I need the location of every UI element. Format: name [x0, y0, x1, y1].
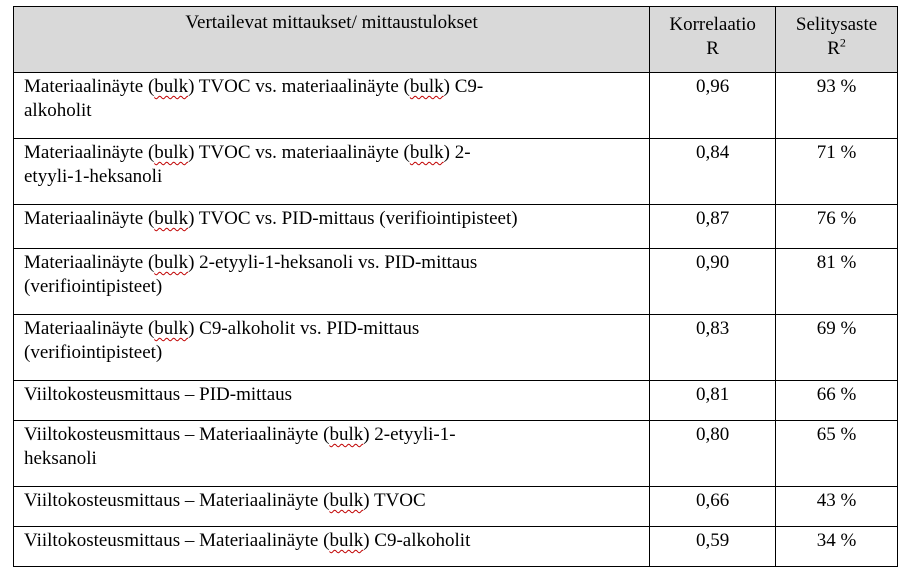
measurement-cell: Materiaalinäyte (bulk) TVOC vs. PID-mitt… [12, 204, 651, 249]
measurement-text: (verifiointipisteet) [24, 276, 163, 297]
table-row: Viiltokosteusmittaus – Materiaalinäyte (… [12, 526, 898, 567]
r-squared-value: 69 % [775, 314, 898, 381]
measurement-text: Materiaalinäyte ( [24, 76, 155, 97]
misspelled-word: bulk [154, 252, 189, 273]
measurement-text: ) 2-etyyli-1- [363, 424, 456, 445]
header-row: Vertailevat mittaukset/ mittaustulokset … [12, 6, 898, 73]
misspelled-word: bulk [154, 76, 189, 97]
r-squared-value: 93 % [775, 72, 898, 139]
correlation-value: 0,59 [649, 526, 777, 567]
misspelled-word: bulk [329, 424, 364, 445]
misspelled-word: bulk [154, 208, 189, 229]
misspelled-word: bulk [154, 142, 189, 163]
measurement-text: Materiaalinäyte ( [24, 208, 155, 229]
correlation-value: 0,83 [649, 314, 777, 381]
header-r-squared-symbol: R2 [776, 37, 897, 61]
misspelled-word: bulk [329, 490, 364, 511]
correlation-value: 0,84 [649, 138, 777, 205]
measurement-text: Viiltokosteusmittaus – Materiaalinäyte ( [24, 530, 330, 551]
measurement-cell: Materiaalinäyte (bulk) C9-alkoholit vs. … [12, 314, 651, 381]
table-row: Materiaalinäyte (bulk) 2-etyyli-1-heksan… [12, 248, 898, 315]
measurement-text: ) C9-alkoholit vs. PID-mittaus [188, 318, 420, 339]
misspelled-word: bulk [409, 76, 444, 97]
measurement-text: ) TVOC vs. PID-mittaus (verifiointipiste… [188, 208, 518, 229]
misspelled-word: bulk [409, 142, 444, 163]
table-row: Viiltokosteusmittaus – Materiaalinäyte (… [12, 486, 898, 527]
r-squared-value: 66 % [775, 380, 898, 421]
header-measurement: Vertailevat mittaukset/ mittaustulokset [12, 6, 651, 73]
measurement-text: Materiaalinäyte ( [24, 318, 155, 339]
measurement-text: ) TVOC vs. materiaalinäyte ( [188, 142, 410, 163]
table-row: Materiaalinäyte (bulk) C9-alkoholit vs. … [12, 314, 898, 381]
header-measurement-label: Vertailevat mittaukset/ mittaustulokset [185, 12, 478, 33]
header-r-squared: Selitysaste R2 [775, 6, 898, 73]
measurement-text: ) TVOC vs. materiaalinäyte ( [188, 76, 410, 97]
measurement-cell: Viiltokosteusmittaus – Materiaalinäyte (… [12, 486, 651, 527]
measurement-text: Materiaalinäyte ( [24, 252, 155, 273]
r-symbol: R [827, 38, 840, 59]
header-correlation: Korrelaatio R [649, 6, 777, 73]
correlation-value: 0,96 [649, 72, 777, 139]
measurement-text: Viiltokosteusmittaus – PID-mittaus [24, 384, 293, 405]
correlation-value: 0,81 [649, 380, 777, 421]
measurement-text: ) C9- [443, 76, 484, 97]
measurement-cell: Materiaalinäyte (bulk) TVOC vs. materiaa… [12, 72, 651, 139]
measurement-cell: Viiltokosteusmittaus – Materiaalinäyte (… [12, 420, 651, 487]
table-row: Materiaalinäyte (bulk) TVOC vs. PID-mitt… [12, 204, 898, 249]
misspelled-word: bulk [329, 530, 364, 551]
r-squared-value: 81 % [775, 248, 898, 315]
measurement-text: etyyli-1-heksanoli [24, 166, 163, 187]
measurement-cell: Materiaalinäyte (bulk) TVOC vs. materiaa… [12, 138, 651, 205]
r-squared-value: 43 % [775, 486, 898, 527]
header-correlation-label: Korrelaatio [669, 14, 756, 35]
r-squared-value: 71 % [775, 138, 898, 205]
misspelled-word: bulk [154, 318, 189, 339]
correlation-value: 0,80 [649, 420, 777, 487]
measurement-text: heksanoli [24, 448, 97, 469]
table-row: Materiaalinäyte (bulk) TVOC vs. materiaa… [12, 72, 898, 139]
correlation-value: 0,90 [649, 248, 777, 315]
measurement-text: ) C9-alkoholit [363, 530, 471, 551]
measurement-text: Viiltokosteusmittaus – Materiaalinäyte ( [24, 490, 330, 511]
r-squared-value: 65 % [775, 420, 898, 487]
header-r-squared-label: Selitysaste [795, 14, 878, 35]
measurement-cell: Materiaalinäyte (bulk) 2-etyyli-1-heksan… [12, 248, 651, 315]
measurement-cell: Viiltokosteusmittaus – PID-mittaus [12, 380, 651, 421]
r-squared-value: 34 % [775, 526, 898, 567]
measurement-text: Viiltokosteusmittaus – Materiaalinäyte ( [24, 424, 330, 445]
correlation-value: 0,87 [649, 204, 777, 249]
squared-superscript: 2 [839, 35, 846, 50]
measurement-text: Materiaalinäyte ( [24, 142, 155, 163]
r-squared-value: 76 % [775, 204, 898, 249]
measurement-text: alkoholit [24, 100, 92, 121]
correlation-value: 0,66 [649, 486, 777, 527]
table-body: Materiaalinäyte (bulk) TVOC vs. materiaa… [12, 72, 898, 567]
table-row: Viiltokosteusmittaus – Materiaalinäyte (… [12, 420, 898, 487]
table-row: Viiltokosteusmittaus – PID-mittaus 0,81 66… [12, 380, 898, 421]
measurement-text: (verifiointipisteet) [24, 342, 163, 363]
measurement-cell: Viiltokosteusmittaus – Materiaalinäyte (… [12, 526, 651, 567]
measurement-text: ) 2- [443, 142, 471, 163]
correlation-table: Vertailevat mittaukset/ mittaustulokset … [12, 6, 898, 567]
header-correlation-symbol: R [706, 38, 719, 59]
measurement-text: ) TVOC [363, 490, 426, 511]
measurement-text: ) 2-etyyli-1-heksanoli vs. PID-mittaus [188, 252, 478, 273]
table-row: Materiaalinäyte (bulk) TVOC vs. materiaa… [12, 138, 898, 205]
